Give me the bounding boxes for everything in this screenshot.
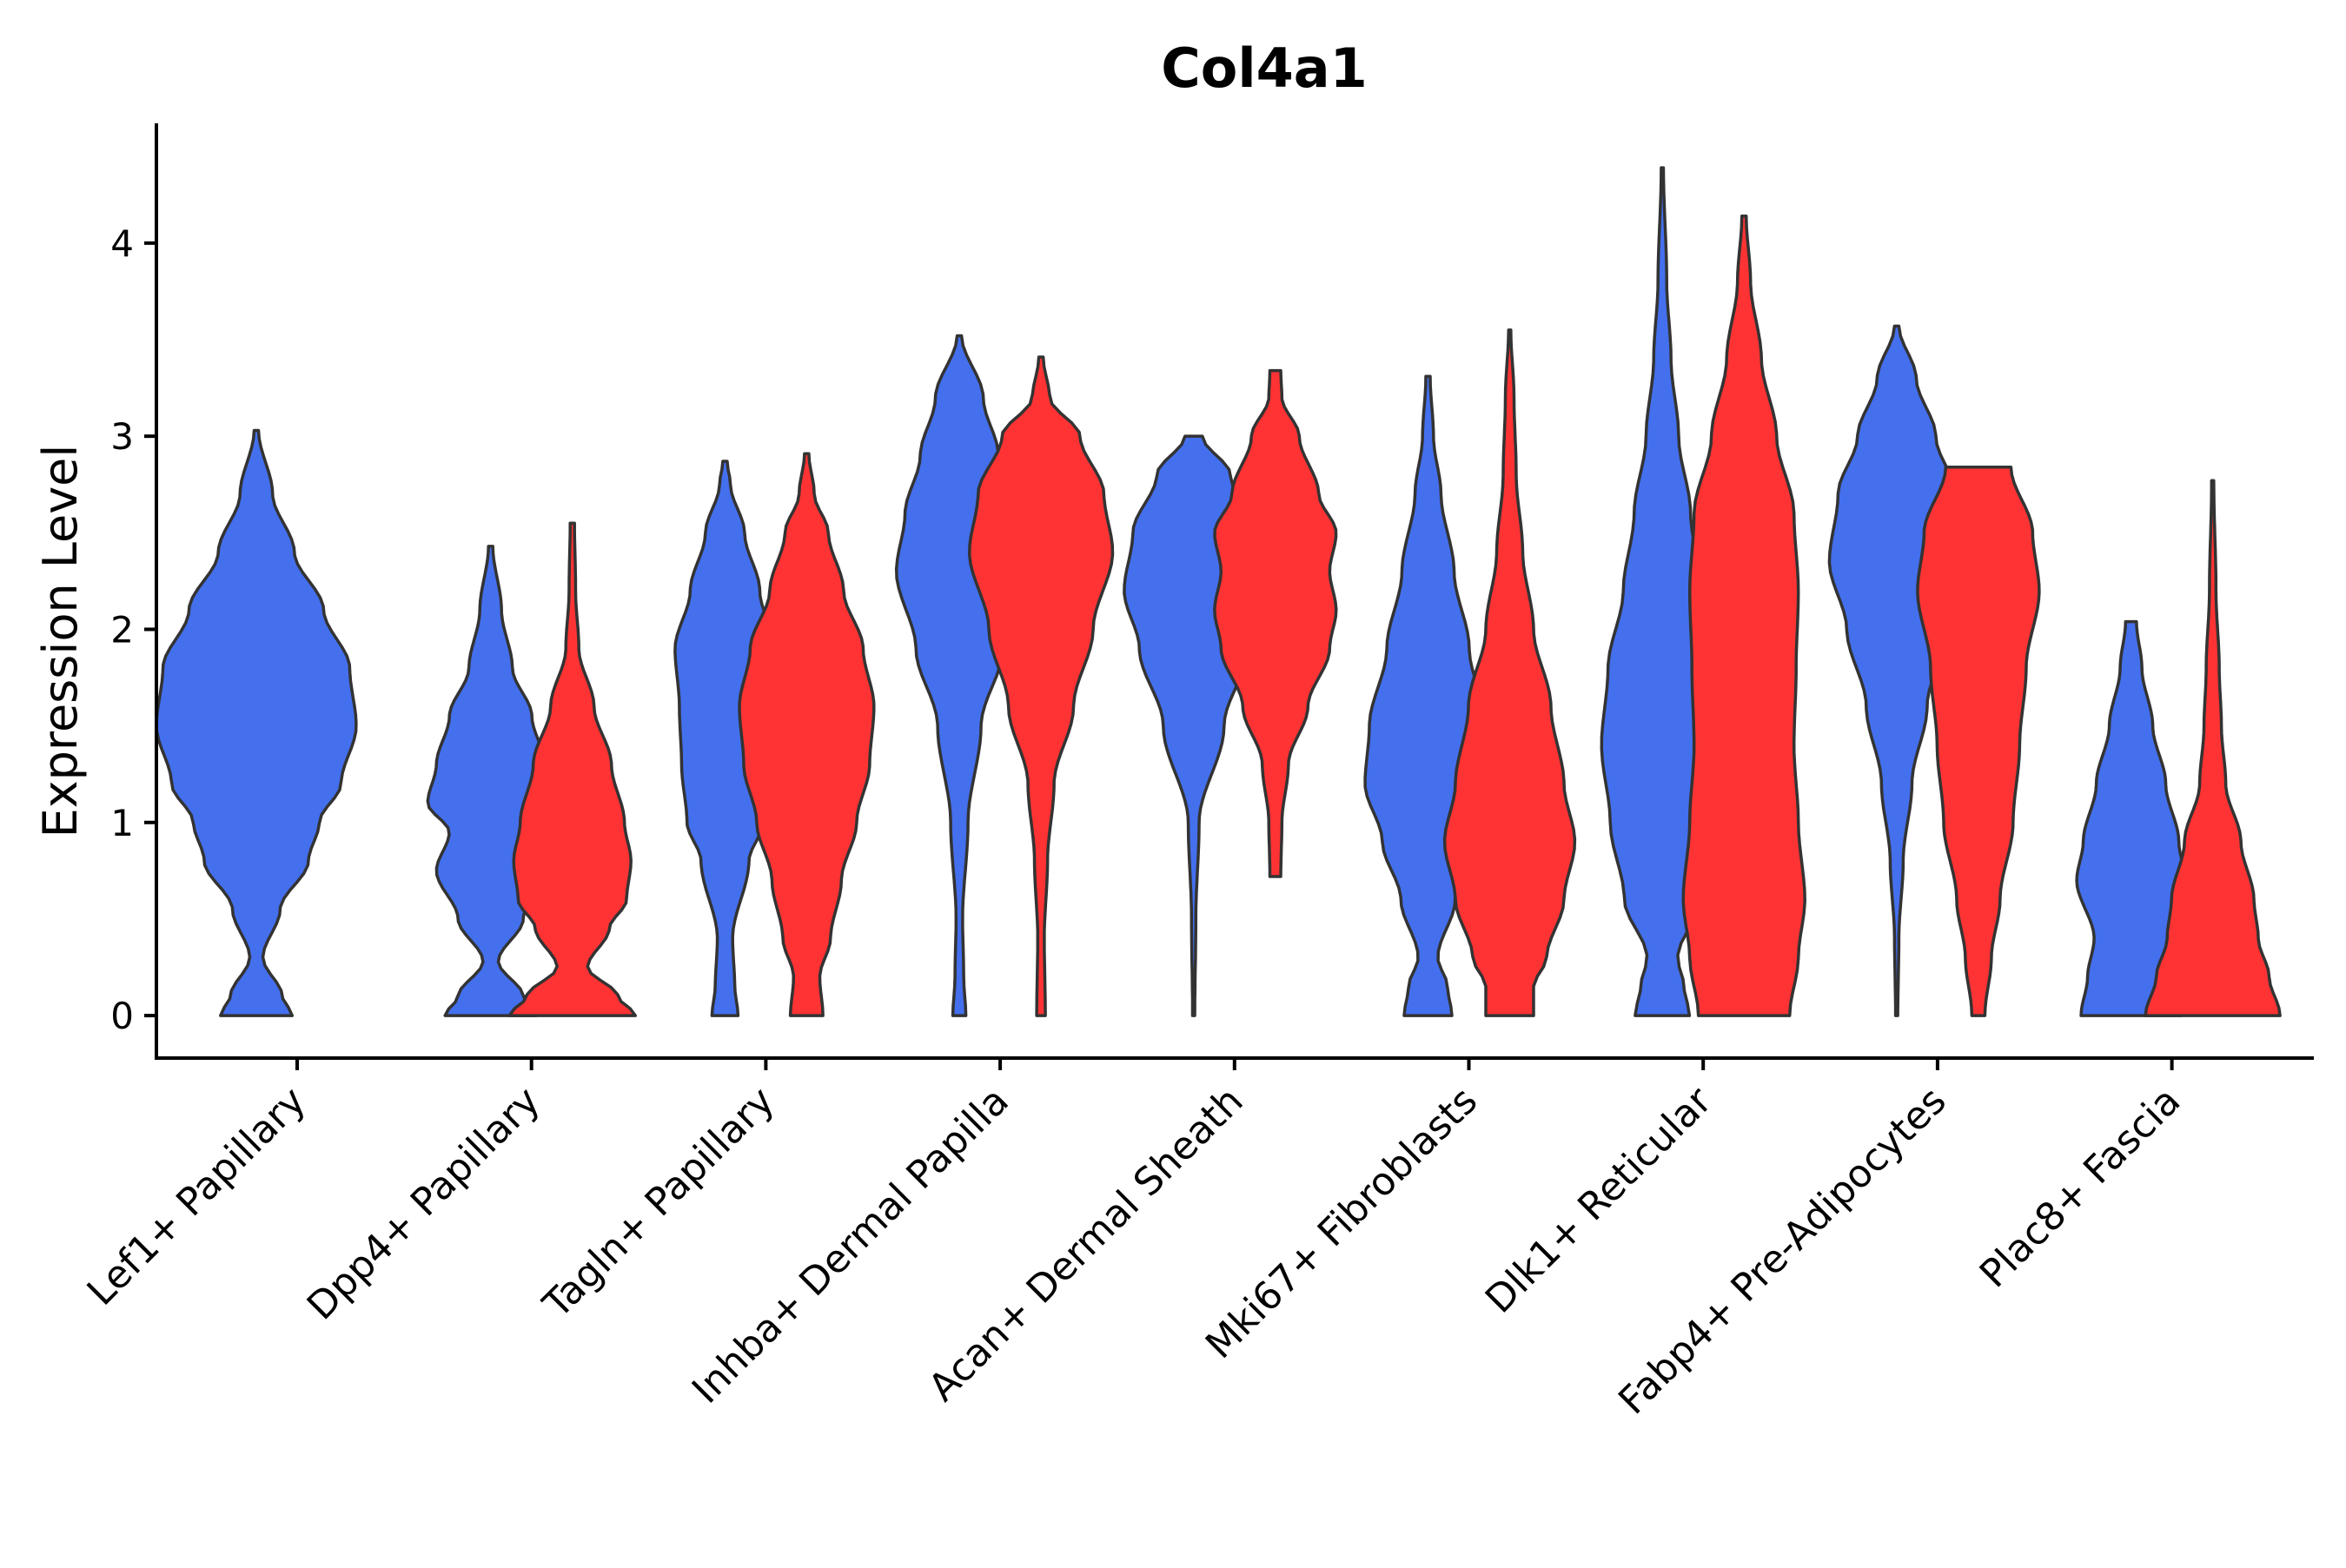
violin-acan-dermal-sheath-group_b [1213, 368, 1338, 878]
violin-plac8-fascia-group_b [2144, 479, 2282, 1017]
violin-fabp4-pre-adipocytes-group_a [1827, 324, 1966, 1017]
chart-title: Col4a1 [1161, 36, 1367, 100]
violin-mki67-fibroblasts-group_b [1442, 328, 1577, 1017]
violin-lef1-papillary-group_a [155, 428, 358, 1017]
violins-layer [155, 166, 2282, 1017]
y-tick-label-1: 1 [110, 802, 134, 844]
y-axis-label: Expression Level [33, 445, 88, 838]
violin-tagln-papillary-group_b [738, 452, 876, 1017]
violin-inhba-dermal-papilla-group_b [967, 355, 1115, 1017]
violin-dpp4-papillary-group_b [507, 521, 637, 1017]
y-tick-label-3: 3 [110, 415, 134, 458]
y-tick-label-4: 4 [110, 222, 134, 265]
violin-fabp4-pre-adipocytes-group_b [1916, 465, 2041, 1017]
y-tick-label-0: 0 [110, 995, 134, 1037]
y-tick-label-2: 2 [110, 608, 134, 651]
violin-dlk1-reticular-group_b [1681, 214, 1806, 1017]
y-axis-ticks: 0 1 2 3 4 [110, 222, 156, 1037]
